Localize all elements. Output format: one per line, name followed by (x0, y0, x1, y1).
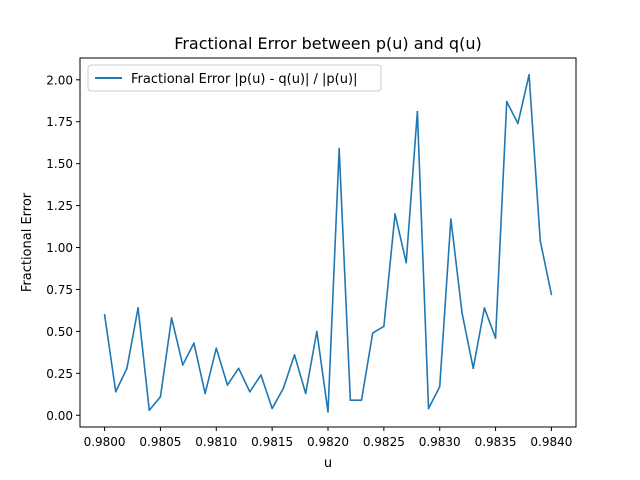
data-point (260, 374, 262, 376)
data-point (293, 354, 296, 356)
x-axis-label: u (324, 456, 332, 471)
y-tick-label: 0.50 (46, 325, 73, 339)
data-point (159, 396, 162, 398)
x-tick-label: 0.9810 (195, 435, 237, 449)
data-point (181, 364, 184, 366)
data-point (103, 313, 106, 316)
data-point (170, 317, 173, 319)
data-point (316, 330, 318, 333)
data-point (349, 399, 352, 401)
data-point (494, 337, 497, 339)
data-point (505, 100, 508, 103)
x-tick-label: 0.9840 (530, 435, 572, 449)
data-point (472, 367, 475, 370)
data-point (461, 312, 463, 314)
data-point (550, 293, 553, 296)
y-axis-label: Fractional Error (20, 192, 35, 292)
y-tick-label: 1.75 (46, 115, 73, 129)
data-point (126, 367, 128, 370)
x-tick-label: 0.9800 (84, 435, 126, 449)
legend-label: Fractional Error |p(u) - q(u)| / |p(u)| (131, 72, 357, 87)
y-tick-label: 0.25 (46, 367, 73, 381)
data-point (438, 385, 441, 388)
data-point (371, 332, 374, 334)
data-point (271, 407, 273, 410)
data-point (528, 73, 530, 76)
y-tick-label: 2.00 (46, 73, 73, 87)
data-point (327, 411, 329, 413)
y-tick-label: 1.25 (46, 199, 73, 213)
data-point (394, 213, 396, 215)
data-point (137, 307, 139, 309)
y-tick-label: 1.00 (46, 241, 73, 255)
data-point (226, 384, 229, 386)
x-tick-label: 0.9835 (475, 435, 517, 449)
data-point (416, 110, 419, 113)
data-point (148, 409, 151, 412)
data-point (517, 122, 519, 125)
data-point (114, 390, 117, 393)
x-tick-label: 0.9820 (307, 435, 349, 449)
data-point (282, 387, 285, 390)
legend: Fractional Error |p(u) - q(u)| / |p(u)| (87, 64, 382, 92)
data-point (383, 325, 385, 328)
plot-area: 0.9800 0.9805 0.9810 0.9815 0.9820 0.9825 0.98… (46, 73, 572, 449)
x-tick-label: 0.9825 (363, 435, 405, 449)
axes-frame (79, 57, 577, 428)
y-tick-label: 0.75 (46, 283, 73, 297)
data-point (405, 261, 407, 264)
data-point (249, 390, 251, 393)
data-point (338, 147, 340, 150)
data-point (193, 342, 195, 344)
data-point (360, 399, 363, 401)
data-point (539, 240, 542, 242)
data-point (237, 367, 240, 370)
data-point (215, 347, 218, 349)
data-point (304, 392, 307, 395)
y-tick-label: 0.00 (46, 409, 73, 423)
x-tick-label: 0.9805 (139, 435, 181, 449)
data-point (450, 218, 452, 220)
data-point (483, 307, 486, 309)
legend-box (87, 64, 382, 92)
data-point (204, 392, 206, 395)
y-tick-label: 1.50 (46, 157, 73, 171)
data-point (427, 407, 430, 410)
chart-title: Fractional Error between p(u) and q(u) (174, 34, 481, 53)
x-tick-label: 0.9830 (419, 435, 461, 449)
x-tick-label: 0.9815 (251, 435, 293, 449)
